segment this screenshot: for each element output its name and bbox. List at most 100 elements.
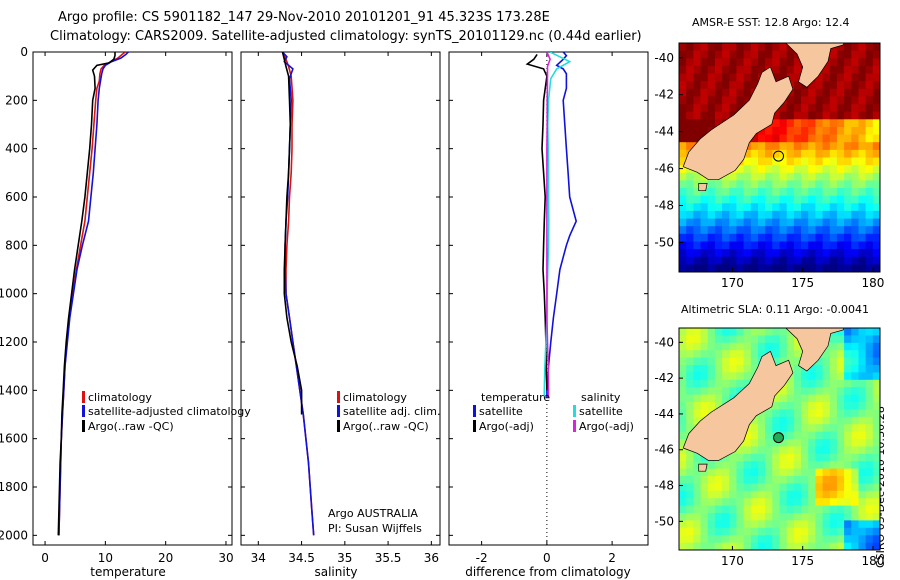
map1-ytick-label: -50 bbox=[654, 235, 674, 249]
map1-cell bbox=[686, 256, 694, 265]
map1-cell bbox=[836, 43, 845, 52]
map1-cell bbox=[750, 134, 759, 143]
map2-cell bbox=[779, 505, 788, 514]
map1-cell bbox=[872, 203, 880, 212]
map1-cell bbox=[772, 127, 781, 136]
map2-cell bbox=[736, 365, 745, 373]
temperature-xlabel: temperature bbox=[90, 565, 165, 579]
map2-cell bbox=[851, 468, 860, 477]
map2-cell bbox=[872, 342, 880, 351]
map1-cell bbox=[693, 256, 702, 265]
map1-cell bbox=[836, 96, 845, 105]
map2-cell bbox=[758, 461, 766, 470]
map1-cell bbox=[801, 142, 809, 151]
map2-cell bbox=[865, 446, 874, 455]
map2-cell bbox=[822, 424, 831, 433]
salinity-series-satellite-adj-clim- bbox=[281, 52, 315, 536]
map1-cell bbox=[765, 233, 773, 242]
map2-cell bbox=[822, 468, 831, 477]
map1-cell bbox=[822, 88, 831, 97]
map1-cell bbox=[772, 157, 781, 166]
map2-cell bbox=[829, 342, 838, 351]
map1-cell bbox=[779, 172, 788, 181]
map2-cell bbox=[858, 439, 867, 447]
map1-cell bbox=[693, 127, 702, 136]
map2-cell bbox=[750, 453, 759, 462]
map1-cell bbox=[779, 218, 788, 227]
map1-cell bbox=[765, 264, 773, 272]
map2-cell bbox=[865, 527, 874, 536]
map2-cell bbox=[851, 483, 860, 492]
map1-cell bbox=[679, 58, 687, 67]
map1-cell bbox=[858, 96, 867, 105]
map1-cell bbox=[736, 165, 745, 174]
map2-cell bbox=[679, 379, 687, 388]
map1-cell bbox=[865, 50, 874, 59]
map1-cell bbox=[729, 226, 738, 235]
map2-cell bbox=[707, 498, 716, 507]
map2-cell bbox=[829, 468, 838, 477]
map1-cell bbox=[729, 81, 738, 90]
map2-cell bbox=[772, 520, 781, 529]
map2-ytick-label: -40 bbox=[654, 335, 674, 349]
map1-cell bbox=[722, 249, 730, 258]
map2-cell bbox=[729, 513, 738, 521]
map1-cell bbox=[772, 226, 781, 235]
depth-tick-label: 1400 bbox=[0, 383, 28, 397]
map2-cell bbox=[707, 379, 716, 388]
map2-cell bbox=[765, 439, 773, 447]
map2-cell bbox=[765, 335, 773, 344]
map1-cell bbox=[793, 149, 802, 159]
map2-cell bbox=[686, 402, 694, 410]
map2-cell bbox=[700, 468, 709, 477]
map2-cell bbox=[858, 468, 867, 477]
map1-cell bbox=[693, 241, 702, 250]
map2-cell bbox=[801, 468, 809, 477]
map2-cell bbox=[736, 350, 745, 359]
map1-cell bbox=[750, 43, 759, 52]
map1-cell bbox=[736, 73, 745, 82]
map2-cell bbox=[779, 535, 788, 544]
map2-cell bbox=[772, 461, 781, 470]
map2-cell bbox=[714, 335, 723, 344]
map2-cell bbox=[786, 387, 795, 396]
map1-cell bbox=[786, 96, 795, 105]
map2-cell bbox=[736, 476, 745, 484]
map2-cell bbox=[686, 424, 694, 433]
map2-cell bbox=[722, 453, 730, 462]
map2-cell bbox=[693, 342, 702, 351]
map1-cell bbox=[686, 111, 694, 120]
map1-cell bbox=[743, 195, 752, 204]
map2-cell bbox=[679, 542, 687, 550]
sal-legend-satellite-label: satellite adj. clim. bbox=[343, 405, 440, 418]
map2-cell bbox=[750, 476, 759, 484]
map1-cell bbox=[786, 65, 795, 75]
map1-cell bbox=[758, 188, 766, 197]
map2-cell bbox=[729, 527, 738, 536]
map1-cell bbox=[865, 134, 874, 143]
map2-cell bbox=[779, 542, 788, 550]
map1-cell bbox=[679, 96, 687, 105]
map2-cell bbox=[815, 409, 824, 418]
map1-cell bbox=[836, 165, 845, 174]
map2-cell bbox=[829, 542, 838, 550]
map2-cell bbox=[786, 431, 795, 440]
map2-cell bbox=[736, 505, 745, 514]
map1-xtick-label: 180 bbox=[862, 276, 885, 290]
map2-cell bbox=[851, 505, 860, 514]
map1-cell bbox=[693, 134, 702, 143]
map1-cell bbox=[858, 81, 867, 90]
map2-cell bbox=[872, 490, 880, 499]
map2-cell bbox=[779, 490, 788, 499]
map2-cell bbox=[808, 394, 816, 403]
map2-cell bbox=[829, 416, 838, 425]
map1-cell bbox=[858, 134, 867, 143]
map1-cell bbox=[858, 188, 867, 197]
map2-cell bbox=[700, 394, 709, 403]
map2-cell bbox=[779, 328, 788, 336]
map2-cell bbox=[851, 446, 860, 455]
map1-cell bbox=[851, 203, 860, 212]
sal-legend-climatology-swatch bbox=[337, 391, 340, 403]
map2-cell bbox=[822, 409, 831, 418]
map2-cell bbox=[844, 520, 852, 529]
